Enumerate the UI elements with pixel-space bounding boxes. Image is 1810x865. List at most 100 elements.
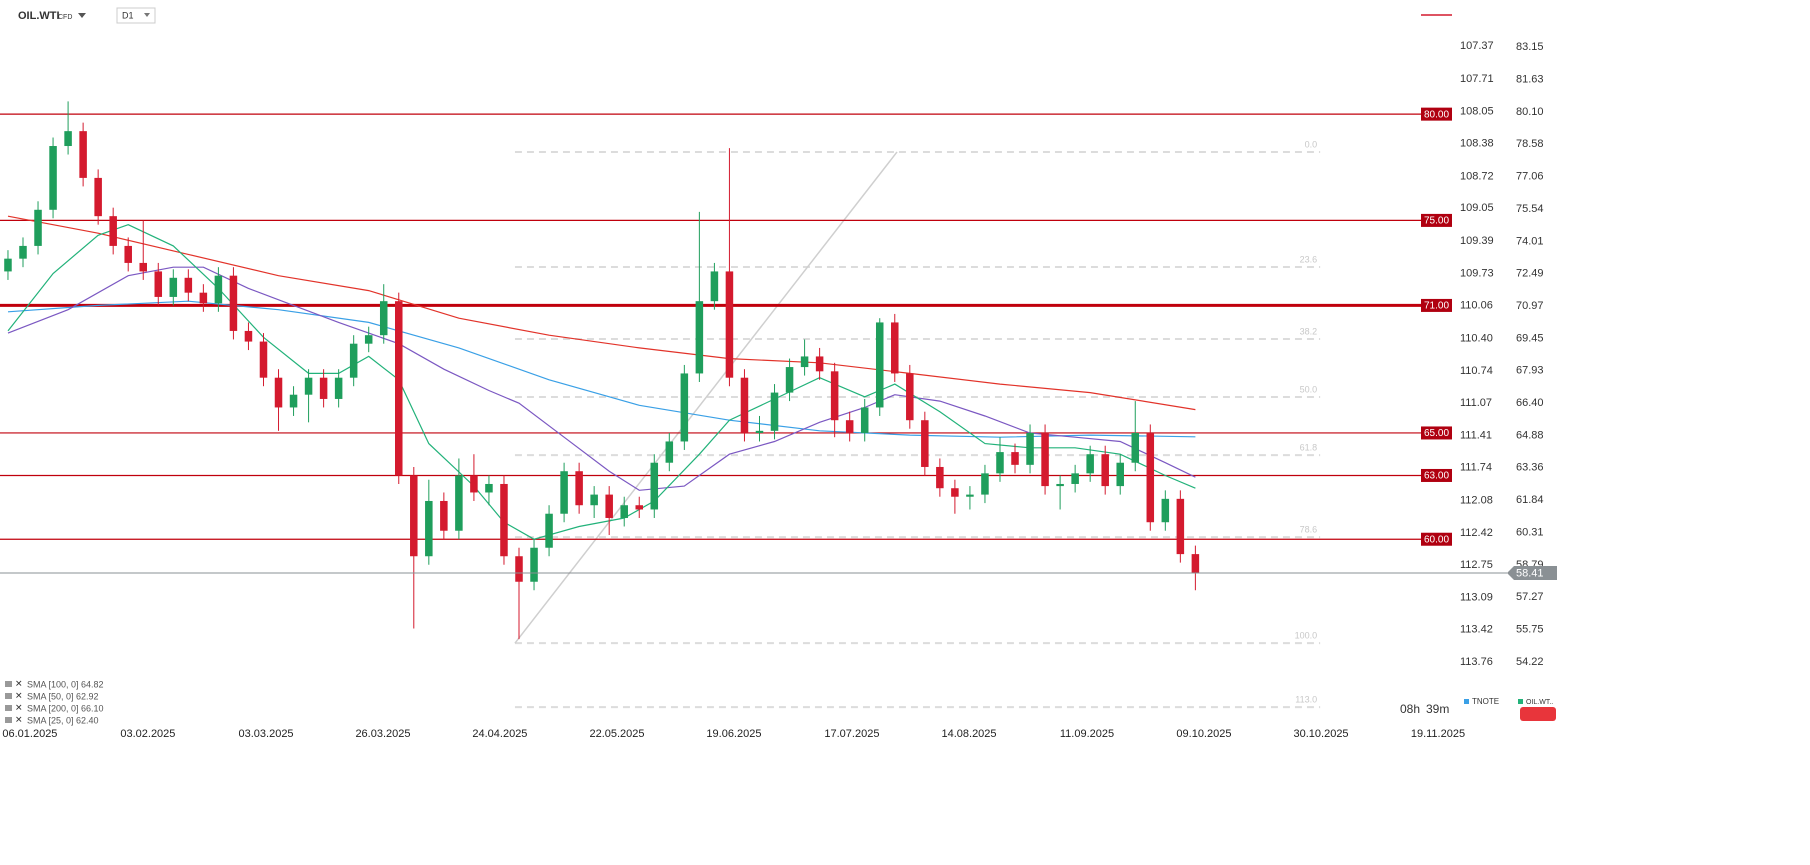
level-tag — [1421, 468, 1452, 482]
y-tick-label: 72.49 — [1516, 268, 1544, 280]
x-tick-label: 17.07.2025 — [824, 728, 879, 740]
candle-body — [785, 367, 794, 393]
last-price-label: 58.41 — [1516, 567, 1544, 579]
y2-tick-label: 112.75 — [1460, 559, 1493, 571]
x-tick-label: 22.05.2025 — [589, 728, 644, 740]
compare-swatch — [1518, 699, 1523, 704]
action-button[interactable] — [1520, 707, 1556, 721]
candle-body — [891, 322, 899, 374]
trend-line — [514, 151, 898, 644]
candle-body — [79, 131, 87, 178]
candle-body — [1026, 432, 1034, 465]
y-tick-label: 75.54 — [1516, 203, 1544, 215]
fib-label: 78.6 — [1300, 524, 1318, 534]
candle-body — [1071, 473, 1079, 484]
y2-tick-label: 110.06 — [1460, 300, 1493, 312]
level-label: 71.00 — [1424, 301, 1449, 312]
candle-body — [1041, 432, 1049, 487]
candle-body — [755, 430, 764, 433]
candle-body — [395, 301, 403, 476]
interval-box[interactable] — [116, 7, 156, 24]
candle-body — [921, 420, 929, 467]
candle-body — [109, 216, 117, 246]
y2-tick-label: 107.71 — [1460, 73, 1494, 85]
fib-label: 23.6 — [1300, 254, 1318, 264]
x-tick-label: 03.03.2025 — [239, 728, 294, 740]
y2-tick-label: 113.76 — [1460, 656, 1493, 668]
interval[interactable]: D1 — [122, 10, 134, 20]
fib-label: 0.0 — [1305, 139, 1318, 149]
candle-body — [289, 394, 298, 408]
candle-body — [379, 301, 388, 336]
level-label: 75.00 — [1424, 216, 1449, 227]
level-label: 60.00 — [1424, 534, 1449, 545]
candle-body — [936, 466, 944, 489]
candle-body — [500, 483, 508, 557]
x-tick-label: 06.01.2025 — [2, 728, 57, 740]
candle-body — [214, 275, 223, 304]
fib-label: 61.8 — [1300, 442, 1318, 452]
compare-name[interactable]: TNOTE — [1472, 697, 1499, 706]
level-label: 63.00 — [1424, 471, 1449, 482]
x-tick-label: 14.08.2025 — [941, 728, 996, 740]
symbol[interactable]: OIL.WTI — [18, 10, 60, 22]
candle-body — [19, 245, 27, 259]
y2-tick-label: 109.05 — [1460, 202, 1494, 214]
fib-label: 38.2 — [1300, 326, 1318, 336]
x-tick-label: 24.04.2025 — [472, 728, 527, 740]
candle-body — [530, 547, 538, 582]
candle-body — [815, 356, 824, 372]
candle-body — [4, 258, 12, 272]
candle-body — [334, 377, 343, 399]
svg-text:✕: ✕ — [15, 702, 23, 712]
y-tick-label: 70.97 — [1516, 300, 1544, 312]
candle-body — [590, 494, 598, 506]
y2-tick-label: 111.07 — [1460, 397, 1492, 409]
candle-body — [244, 330, 253, 342]
y-tick-label: 64.88 — [1516, 429, 1544, 441]
level-label: 80.00 — [1424, 109, 1449, 120]
candle-body — [951, 488, 959, 497]
y-tick-label: 55.75 — [1516, 623, 1544, 635]
candle-body — [800, 356, 809, 368]
y2-tick-label: 108.05 — [1460, 106, 1494, 118]
compare-swatch — [1464, 699, 1469, 704]
candle-body — [725, 271, 734, 378]
dropdown-arrow[interactable] — [78, 13, 86, 18]
y-tick-label: 83.15 — [1516, 41, 1544, 53]
candle-body — [139, 262, 147, 272]
candle-body — [560, 471, 568, 514]
y-tick-label: 74.01 — [1516, 235, 1544, 247]
candle-body — [304, 377, 313, 395]
y-tick-label: 78.58 — [1516, 138, 1544, 150]
sma-line — [7, 300, 1196, 438]
candle-body — [620, 505, 628, 518]
candle-body — [410, 475, 418, 557]
legend-entry: SMA [50, 0] 62.92 — [27, 691, 99, 701]
candle-body — [845, 420, 854, 433]
candle-body — [319, 377, 328, 399]
legend-entry: SMA [200, 0] 66.10 — [27, 703, 104, 713]
candle-body — [906, 373, 914, 421]
y2-tick-label: 112.42 — [1460, 527, 1493, 539]
fib-label: 113.0 — [1295, 695, 1317, 705]
candle-body — [695, 301, 704, 374]
candle-body — [94, 177, 102, 217]
level-tag — [1421, 107, 1452, 121]
y2-tick-label: 113.42 — [1460, 623, 1493, 635]
candle-body — [981, 473, 989, 495]
x-tick-label: 30.10.2025 — [1294, 728, 1349, 740]
candle-body — [605, 494, 613, 518]
candle-body — [199, 292, 208, 304]
symbol-kind: CFD — [58, 14, 72, 21]
compare-name[interactable]: OIL.WT.. — [1526, 699, 1553, 706]
y2-tick-label: 111.41 — [1460, 430, 1492, 442]
y2-tick-label: 113.09 — [1460, 592, 1493, 604]
x-tick-label: 11.09.2025 — [1060, 728, 1114, 740]
candle-body — [635, 505, 644, 510]
fib-label: 100.0 — [1295, 631, 1318, 641]
candle-body — [154, 271, 163, 297]
candle-body — [274, 377, 283, 408]
y2-tick-label: 109.39 — [1460, 235, 1494, 247]
